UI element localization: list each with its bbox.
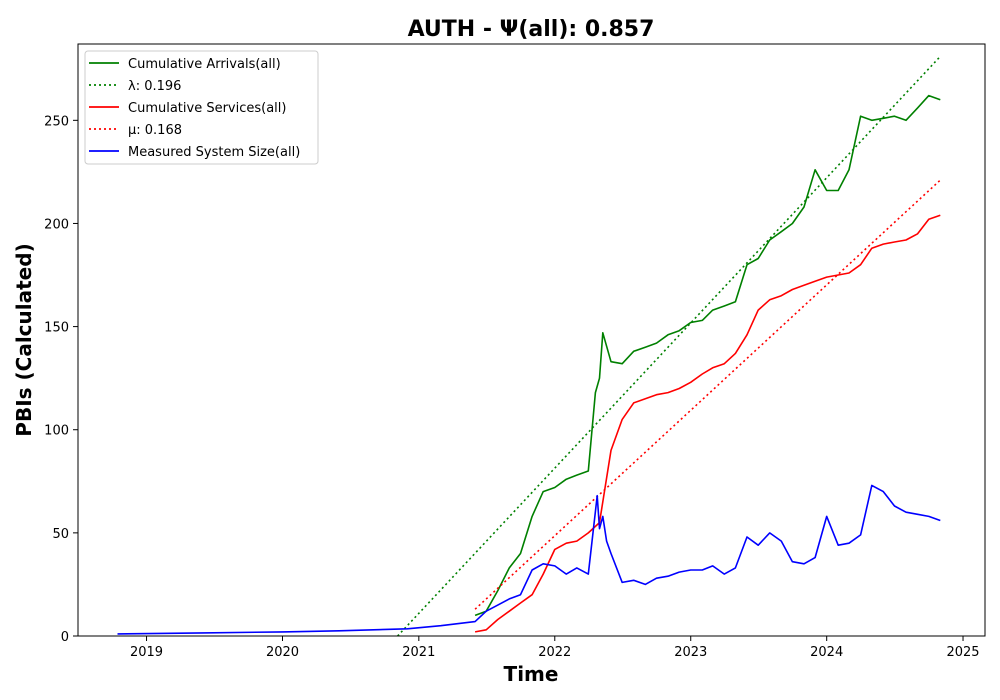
x-tick-label: 2019	[130, 645, 163, 660]
series-line-2	[397, 55, 941, 637]
y-tick-label: 50	[52, 527, 69, 542]
x-axis-label: Time	[504, 662, 559, 686]
x-tick-label: 2021	[402, 645, 435, 660]
y-tick-label: 100	[44, 424, 69, 439]
legend-label: Measured System Size(all)	[128, 145, 300, 160]
legend-label: Cumulative Arrivals(all)	[128, 57, 281, 72]
x-tick-label: 2025	[946, 645, 979, 660]
series-line-5	[117, 484, 941, 635]
y-axis: 0 50 100 150 200 250	[44, 114, 78, 645]
y-tick-label: 0	[61, 630, 69, 645]
axes-frame	[77, 43, 986, 637]
chart-title: AUTH - Ψ(all): 0.857	[408, 17, 655, 42]
x-tick-label: 2022	[538, 645, 571, 660]
y-tick-label: 250	[44, 114, 69, 129]
legend-label: Cumulative Services(all)	[128, 101, 286, 116]
y-axis-label: PBIs (Calculated)	[12, 243, 36, 436]
legend-label: λ: 0.196	[128, 79, 181, 94]
y-tick-label: 150	[44, 321, 69, 336]
series-line-4	[474, 179, 941, 610]
plot-area	[117, 55, 941, 637]
legend-label: μ: 0.168	[128, 123, 182, 138]
legend: Cumulative Arrivals(all) λ: 0.196 Cumulati…	[84, 50, 319, 165]
legend-box	[84, 50, 319, 165]
x-tick-label: 2023	[674, 645, 707, 660]
series-line-3	[474, 214, 941, 633]
series-line-1	[474, 94, 941, 617]
x-tick-label: 2024	[810, 645, 843, 660]
y-tick-label: 200	[44, 217, 69, 232]
x-axis: 2019 2020 2021 2022 2023 2024 2025	[130, 636, 980, 660]
x-tick-label: 2020	[266, 645, 299, 660]
